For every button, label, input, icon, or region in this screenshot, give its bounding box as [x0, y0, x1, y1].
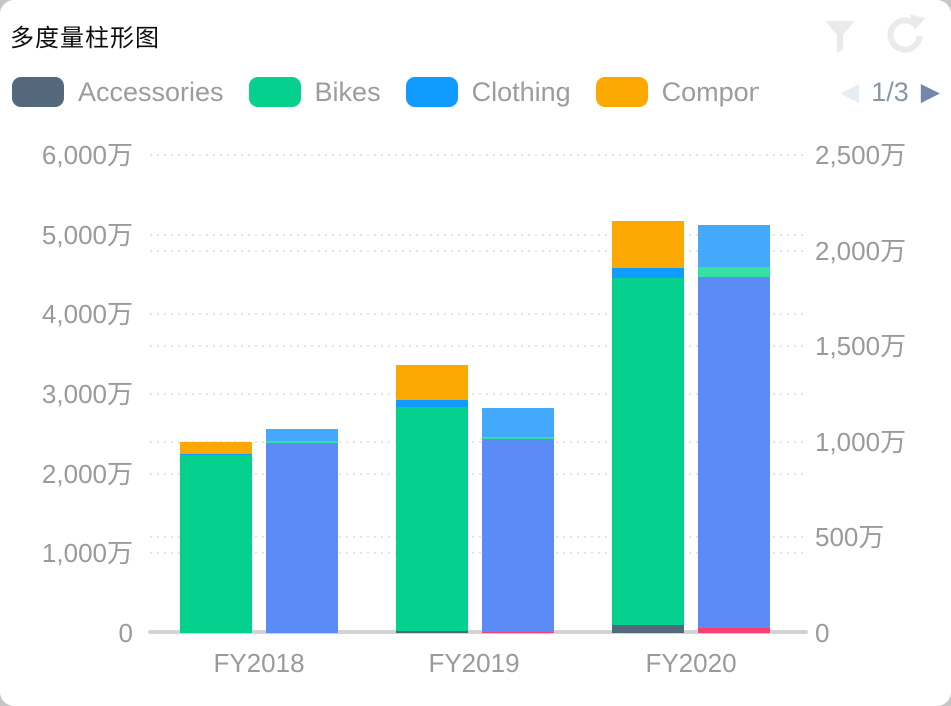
x-axis-line — [148, 630, 808, 634]
left-axis-tick-label: 5,000万 — [41, 219, 133, 250]
legend-item-accessories[interactable]: Accessories — [12, 77, 224, 108]
page-title: 多度量柱形图 — [10, 25, 160, 52]
left-axis-tick-label: 4,000万 — [41, 299, 133, 330]
right-axis-tick-label: 1,000万 — [815, 426, 907, 457]
gridline-left — [150, 233, 806, 236]
legend-swatch-icon — [12, 77, 64, 107]
left-axis-tick-label: 2,000万 — [41, 458, 133, 489]
refresh-icon[interactable] — [882, 12, 928, 58]
bar-segment-right-series-2 — [266, 442, 338, 633]
gridline-left — [150, 393, 806, 395]
bar-segment-bikes — [396, 406, 468, 632]
bar-segment-bikes — [612, 277, 684, 626]
bar-segment-clothing — [396, 399, 468, 407]
bar-segment-bikes — [180, 455, 252, 633]
right-axis-tick-label: 2,000万 — [815, 235, 907, 266]
legend-swatch-icon — [405, 77, 458, 107]
gridline-right — [150, 440, 806, 443]
legend-prev-arrow-icon[interactable]: ◀ — [839, 78, 860, 106]
bar-segment-right-series-3 — [698, 267, 770, 277]
bar-segment-accessories — [612, 625, 684, 633]
gridline-left — [150, 313, 806, 316]
legend-item-label: Components — [661, 76, 759, 107]
left-axis-tick-label: 3,000万 — [41, 379, 133, 409]
legend-swatch-icon — [248, 77, 301, 107]
bar-segment-right-series-1 — [482, 632, 554, 633]
legend-page-indicator: 1/3 — [871, 76, 909, 107]
bar-segment-right-series-3 — [266, 441, 338, 443]
bar-fy2018-measure1[interactable] — [180, 442, 252, 633]
bar-fy2020-measure2[interactable] — [698, 225, 770, 633]
legend-item-components[interactable]: Components — [595, 76, 759, 108]
bar-fy2019-measure2[interactable] — [482, 408, 554, 633]
bar-fy2019-measure1[interactable] — [396, 364, 468, 633]
gridline-right — [150, 154, 806, 156]
bar-segment-right-series-4 — [698, 225, 770, 268]
right-axis-tick-label: 2,500万 — [815, 140, 907, 170]
bar-segment-clothing — [180, 454, 252, 456]
bar-segment-components — [612, 220, 684, 268]
legend-swatch-icon — [595, 77, 648, 107]
bar-fy2020-measure1[interactable] — [612, 220, 684, 633]
filter-icon[interactable] — [820, 15, 860, 55]
bar-segment-components — [396, 364, 468, 400]
gridline-left — [150, 552, 806, 555]
legend-item-bikes[interactable]: Bikes — [248, 76, 381, 108]
legend-item-label: Accessories — [78, 76, 224, 107]
right-axis-tick-label: 1,500万 — [815, 331, 907, 362]
left-axis-tick-label: 1,000万 — [41, 538, 133, 569]
right-axis-tick-label: 0 — [815, 618, 830, 648]
gridline-right — [150, 345, 806, 348]
bar-segment-right-series-2 — [482, 439, 554, 633]
bar-segment-right-series-4 — [266, 429, 338, 442]
legend-item-label: Bikes — [314, 76, 381, 107]
bar-segment-right-series-4 — [482, 408, 554, 438]
x-axis-label-fy2018: FY2018 — [213, 648, 305, 678]
bar-segment-components — [180, 442, 252, 455]
x-axis-label-fy2020: FY2020 — [645, 648, 737, 678]
legend-next-arrow-icon[interactable]: ▶ — [920, 78, 940, 106]
left-axis-tick-label: 0 — [118, 618, 133, 648]
bar-fy2018-measure2[interactable] — [266, 429, 338, 633]
legend-pager: ◀ 1/3 ▶ — [840, 77, 940, 108]
bar-segment-right-series-2 — [698, 277, 770, 629]
left-axis-tick-label: 6,000万 — [41, 140, 133, 170]
right-axis-tick-label: 500万 — [815, 522, 885, 553]
bar-segment-clothing — [612, 267, 684, 278]
x-axis-label-fy2019: FY2019 — [428, 648, 520, 678]
bar-segment-right-series-3 — [482, 437, 554, 440]
bar-segment-right-series-1 — [698, 628, 770, 633]
gridline-left — [150, 472, 806, 475]
bar-segment-accessories — [396, 631, 468, 633]
legend-item-clothing[interactable]: Clothing — [405, 76, 571, 108]
gridline-right — [150, 249, 806, 252]
legend: Accessories Bikes Clothing Components ◀ 1/3… — [12, 74, 940, 110]
gridline-right — [150, 536, 806, 539]
legend-item-label: Clothing — [471, 76, 571, 107]
